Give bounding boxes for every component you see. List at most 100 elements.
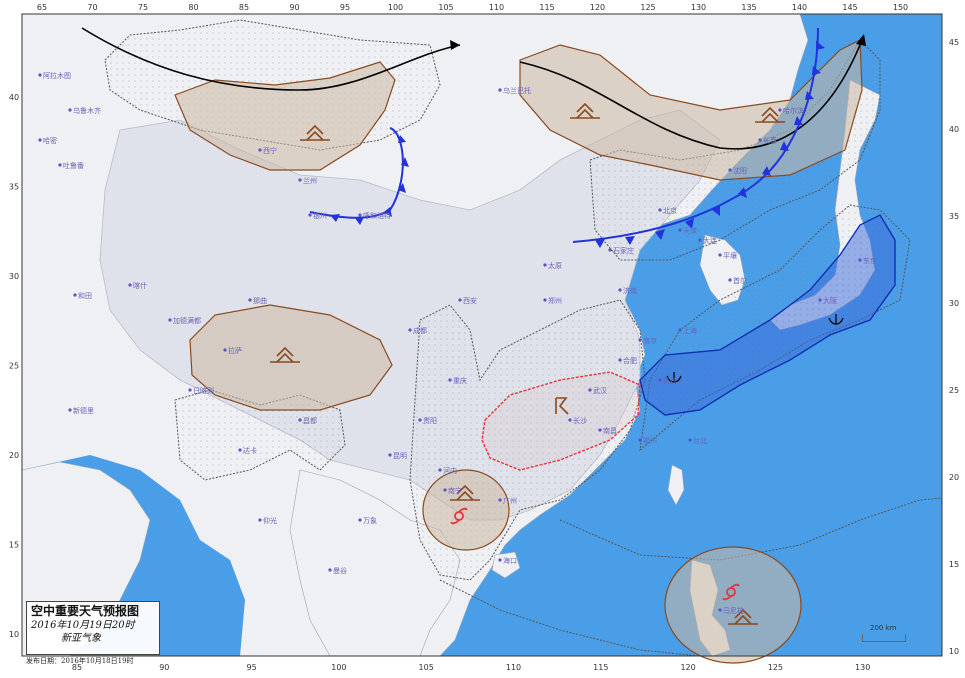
axis-right-label: 15 [949, 560, 959, 569]
axis-bottom-label: 90 [159, 663, 169, 672]
city-dot [358, 213, 362, 217]
axis-top-label: 100 [388, 3, 403, 12]
axis-top-label: 145 [842, 3, 857, 12]
axis-top-label: 130 [691, 3, 706, 12]
city-dot [68, 408, 72, 412]
axis-bottom-label: 130 [855, 663, 870, 672]
cloud-zone-south-sea-2 [439, 579, 701, 657]
city-label: 长春 [763, 136, 777, 145]
city-label: 武汉 [593, 386, 607, 395]
city-label: 南京 [643, 336, 657, 345]
city-label: 郑州 [548, 297, 562, 305]
city-dot [298, 178, 302, 182]
city-dot [248, 298, 252, 302]
city-label: 河内 [443, 466, 457, 475]
city-label: 昆明 [393, 452, 407, 460]
cloud-zone-southwest [174, 389, 346, 481]
city-dot [858, 258, 862, 262]
axis-right-label: 35 [949, 212, 959, 221]
tropical-cyclone-icon [722, 583, 740, 601]
city-label: 平壤 [723, 251, 737, 260]
city-dot [618, 288, 622, 292]
city-label: 曼谷 [333, 566, 347, 575]
city-dot [688, 438, 692, 442]
cloud-zone-east-china-sea [639, 214, 896, 416]
axis-left-label: 20 [9, 451, 19, 460]
axis-bottom-label: 115 [593, 663, 608, 672]
thunderstorm-zone [481, 371, 641, 471]
city-dot [443, 488, 447, 492]
axis-left-label: 25 [9, 362, 19, 371]
axis-top-label: 120 [590, 3, 605, 12]
tropical-cyclone-icon [450, 507, 468, 525]
city-dot [73, 293, 77, 297]
city-dot [598, 428, 602, 432]
axis-bottom-label: 85 [72, 663, 82, 672]
city-label: 马尼拉 [723, 606, 744, 615]
city-dot [778, 108, 782, 112]
city-dot [258, 518, 262, 522]
axis-top-label: 65 [37, 3, 47, 12]
city-dot [543, 298, 547, 302]
city-label: 哈密 [43, 136, 57, 145]
axis-right-labels: 45 40 35 30 25 20 15 10 [949, 38, 959, 656]
city-dot [68, 108, 72, 112]
axis-top-labels: 65 70 75 80 85 90 95 100 105 110 115 120 125 130 135 14… [37, 3, 908, 12]
city-dot [588, 388, 592, 392]
axis-left-label: 40 [9, 93, 19, 102]
city-label: 长沙 [573, 416, 587, 425]
axis-top-label: 110 [489, 3, 504, 12]
city-label: 南昌 [603, 426, 617, 435]
city-label: 加德满都 [173, 316, 201, 325]
city-dot [448, 378, 452, 382]
city-label: 仰光 [263, 516, 277, 525]
turbulence-icon [755, 106, 785, 123]
hainan-land [491, 551, 521, 579]
city-dot [638, 438, 642, 442]
city-dot [328, 568, 332, 572]
city-dot [238, 448, 242, 452]
city-label: 乌兰巴托 [503, 86, 531, 95]
city-label: 喀什 [133, 281, 147, 290]
city-dot [258, 148, 262, 152]
city-label: 银川 [313, 211, 327, 220]
city-dot [758, 138, 762, 142]
indochina-land [289, 469, 461, 657]
city-label: 重庆 [453, 376, 467, 385]
city-label: 万象 [363, 516, 377, 525]
city-label: 首尔 [733, 276, 747, 285]
city-dot [728, 278, 732, 282]
city-dot [638, 338, 642, 342]
cloud-zone-south-sea [559, 497, 943, 561]
city-label: 上海 [683, 326, 697, 335]
axis-top-label: 140 [792, 3, 807, 12]
axis-top-label: 80 [188, 3, 198, 12]
city-dot [458, 298, 462, 302]
turbulence-zone-northeast [519, 39, 863, 181]
city-label: 阿拉木图 [43, 71, 71, 80]
city-label: 台北 [693, 436, 707, 445]
city-dot [358, 518, 362, 522]
axis-top-label: 95 [340, 3, 350, 12]
city-label: 日喀则 [193, 386, 214, 395]
city-dot [298, 418, 302, 422]
icing-icon [828, 314, 844, 325]
city-dot [818, 298, 822, 302]
city-label: 呼和浩特 [363, 211, 391, 220]
city-label: 昌都 [303, 417, 317, 425]
city-dot [418, 418, 422, 422]
city-label: 吐鲁番 [63, 161, 84, 170]
city-dot [38, 73, 42, 77]
icing-icon [666, 372, 682, 383]
taiwan-land [667, 464, 685, 506]
issuer: 新亚气象 [61, 633, 101, 644]
jet-stream-east [519, 39, 863, 150]
city-dot [498, 498, 502, 502]
axis-left-label: 10 [9, 630, 19, 639]
axis-right-label: 40 [949, 125, 959, 134]
city-label: 大连 [703, 236, 717, 245]
city-label: 成都 [413, 326, 427, 335]
axis-bottom-labels: 85 90 95 100 105 110 115 120 125 130 [72, 663, 870, 672]
jet-stream-west [81, 27, 461, 91]
